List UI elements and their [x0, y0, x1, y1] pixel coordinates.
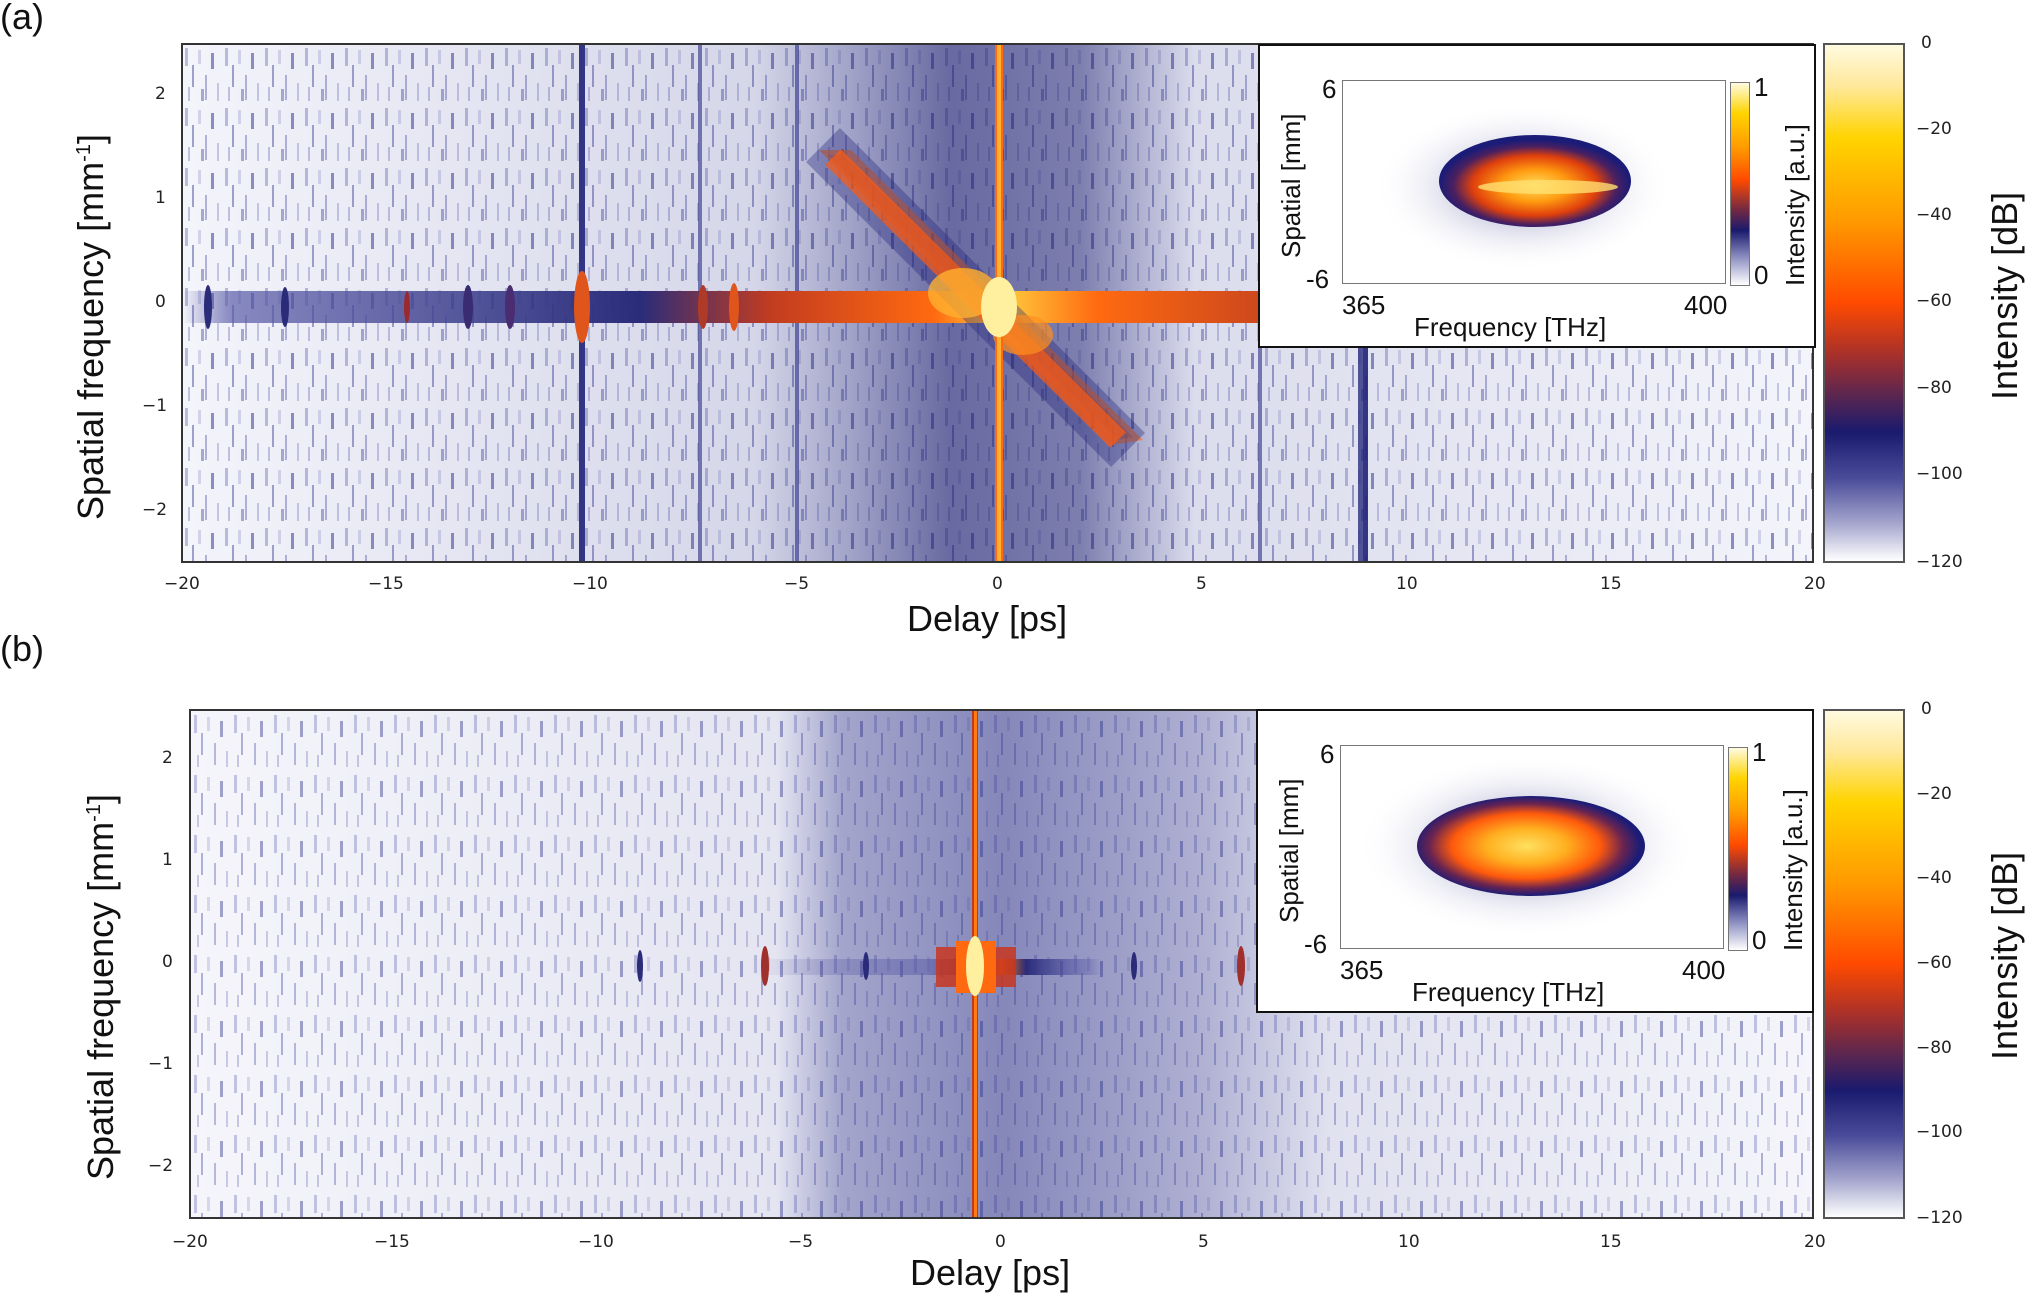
inset-a-xlabel: Frequency [THz] — [1414, 312, 1607, 342]
ylabel-close: ] — [70, 134, 111, 145]
panel-a-label: (a) — [0, 0, 44, 37]
ylabel-close: ] — [80, 794, 121, 805]
cbar-tick: −40 — [1916, 868, 1952, 888]
ytick: 0 — [155, 292, 166, 312]
xtick: 15 — [1600, 1232, 1622, 1252]
panel-a-colorbar-label: Intensity [dB] — [1984, 191, 2025, 400]
cbar-tick: −40 — [1916, 205, 1952, 225]
ytick: −2 — [148, 1156, 174, 1176]
xtick: 10 — [1396, 574, 1418, 594]
panel-b-ylabel: Spatial frequency [mm-1] — [80, 794, 122, 1180]
panel-a-colorbar — [1823, 43, 1905, 563]
xtick: −15 — [368, 574, 404, 594]
cbar-tick: −80 — [1916, 1038, 1952, 1058]
xtick: 0 — [995, 1232, 1006, 1252]
ylabel-text: Spatial frequency [mm — [70, 161, 111, 520]
inset-b-ylabel: Spatial [mm] — [1274, 778, 1304, 924]
inset-a-xtick-right: 400 — [1684, 290, 1728, 320]
inset-a-heatmap-svg — [1373, 103, 1673, 271]
inset-b-heatmap — [1340, 745, 1724, 949]
ylabel-sup: -1 — [73, 144, 95, 162]
ytick: −2 — [142, 500, 168, 520]
panel-b-inset: Spatial [mm] 6 -6 365 400 Frequen — [1256, 709, 1814, 1013]
cbar-tick: −20 — [1916, 119, 1952, 139]
cbar-tick: −100 — [1916, 1122, 1963, 1142]
inset-a-ytick-top: 6 — [1322, 74, 1337, 104]
cbar-tick: −60 — [1916, 291, 1952, 311]
xtick: −5 — [788, 1232, 814, 1252]
xtick: −20 — [164, 574, 200, 594]
inset-b-colorbar — [1728, 747, 1748, 951]
cbar-tick: −80 — [1916, 378, 1952, 398]
cbar-tick: 0 — [1921, 33, 1932, 53]
xtick: 5 — [1198, 1232, 1209, 1252]
inset-b-heatmap-svg — [1357, 754, 1697, 938]
xtick: −10 — [578, 1232, 614, 1252]
inset-a-colorbar — [1730, 82, 1750, 286]
inset-b-cbar-label: Intensity [a.u.] — [1778, 789, 1808, 951]
ytick: 2 — [162, 748, 173, 768]
cbar-tick: −60 — [1916, 953, 1952, 973]
inset-b-ytick-bottom: -6 — [1304, 929, 1328, 959]
cbar-tick: −120 — [1916, 552, 1963, 572]
inset-a-heatmap — [1342, 80, 1726, 284]
inset-b-cbar-tick-bottom: 0 — [1752, 925, 1767, 955]
inset-b-cbar-tick-top: 1 — [1752, 737, 1767, 767]
inset-a-ylabel: Spatial [mm] — [1276, 113, 1306, 259]
ytick: −1 — [148, 1054, 174, 1074]
cbar-tick: −20 — [1916, 784, 1952, 804]
xtick: −10 — [572, 574, 608, 594]
inset-a-cbar-tick-top: 1 — [1754, 72, 1769, 102]
ytick: 2 — [155, 84, 166, 104]
ytick: 0 — [162, 952, 173, 972]
xtick: −20 — [172, 1232, 208, 1252]
inset-a-xtick-left: 365 — [1342, 290, 1386, 320]
xtick: 0 — [992, 574, 1003, 594]
xtick: 15 — [1600, 574, 1622, 594]
panel-b-xlabel: Delay [ps] — [910, 1252, 1071, 1293]
xtick: 20 — [1804, 574, 1826, 594]
cbar-tick: 0 — [1921, 699, 1932, 719]
ylabel-sup: -1 — [83, 804, 105, 822]
ytick: 1 — [155, 188, 166, 208]
inset-a-cbar-label: Intensity [a.u.] — [1780, 124, 1810, 286]
cbar-tick: −100 — [1916, 464, 1963, 484]
inset-a-cbar-tick-bottom: 0 — [1754, 260, 1769, 290]
xtick: −15 — [374, 1232, 410, 1252]
panel-a-inset: Spatial [mm] 6 -6 365 400 — [1258, 44, 1816, 348]
cbar-tick: −120 — [1916, 1208, 1963, 1228]
xtick: 10 — [1398, 1232, 1420, 1252]
panel-b-colorbar-label: Intensity [dB] — [1984, 851, 2025, 1060]
ytick: 1 — [162, 850, 173, 870]
panel-b-colorbar — [1823, 709, 1905, 1219]
inset-b-xlabel: Frequency [THz] — [1412, 977, 1605, 1007]
xtick: −5 — [784, 574, 810, 594]
inset-b-xtick-left: 365 — [1340, 955, 1384, 985]
panel-a-xlabel: Delay [ps] — [907, 598, 1068, 639]
inset-a-ytick-bottom: -6 — [1306, 264, 1330, 294]
xtick: 5 — [1196, 574, 1207, 594]
ytick: −1 — [142, 396, 168, 416]
ylabel-text: Spatial frequency [mm — [80, 821, 121, 1180]
inset-b-xtick-right: 400 — [1682, 955, 1726, 985]
panel-a-ylabel: Spatial frequency [mm-1] — [70, 134, 112, 520]
xtick: 20 — [1804, 1232, 1826, 1252]
inset-b-ytick-top: 6 — [1320, 739, 1335, 769]
panel-b-label: (b) — [0, 628, 44, 669]
